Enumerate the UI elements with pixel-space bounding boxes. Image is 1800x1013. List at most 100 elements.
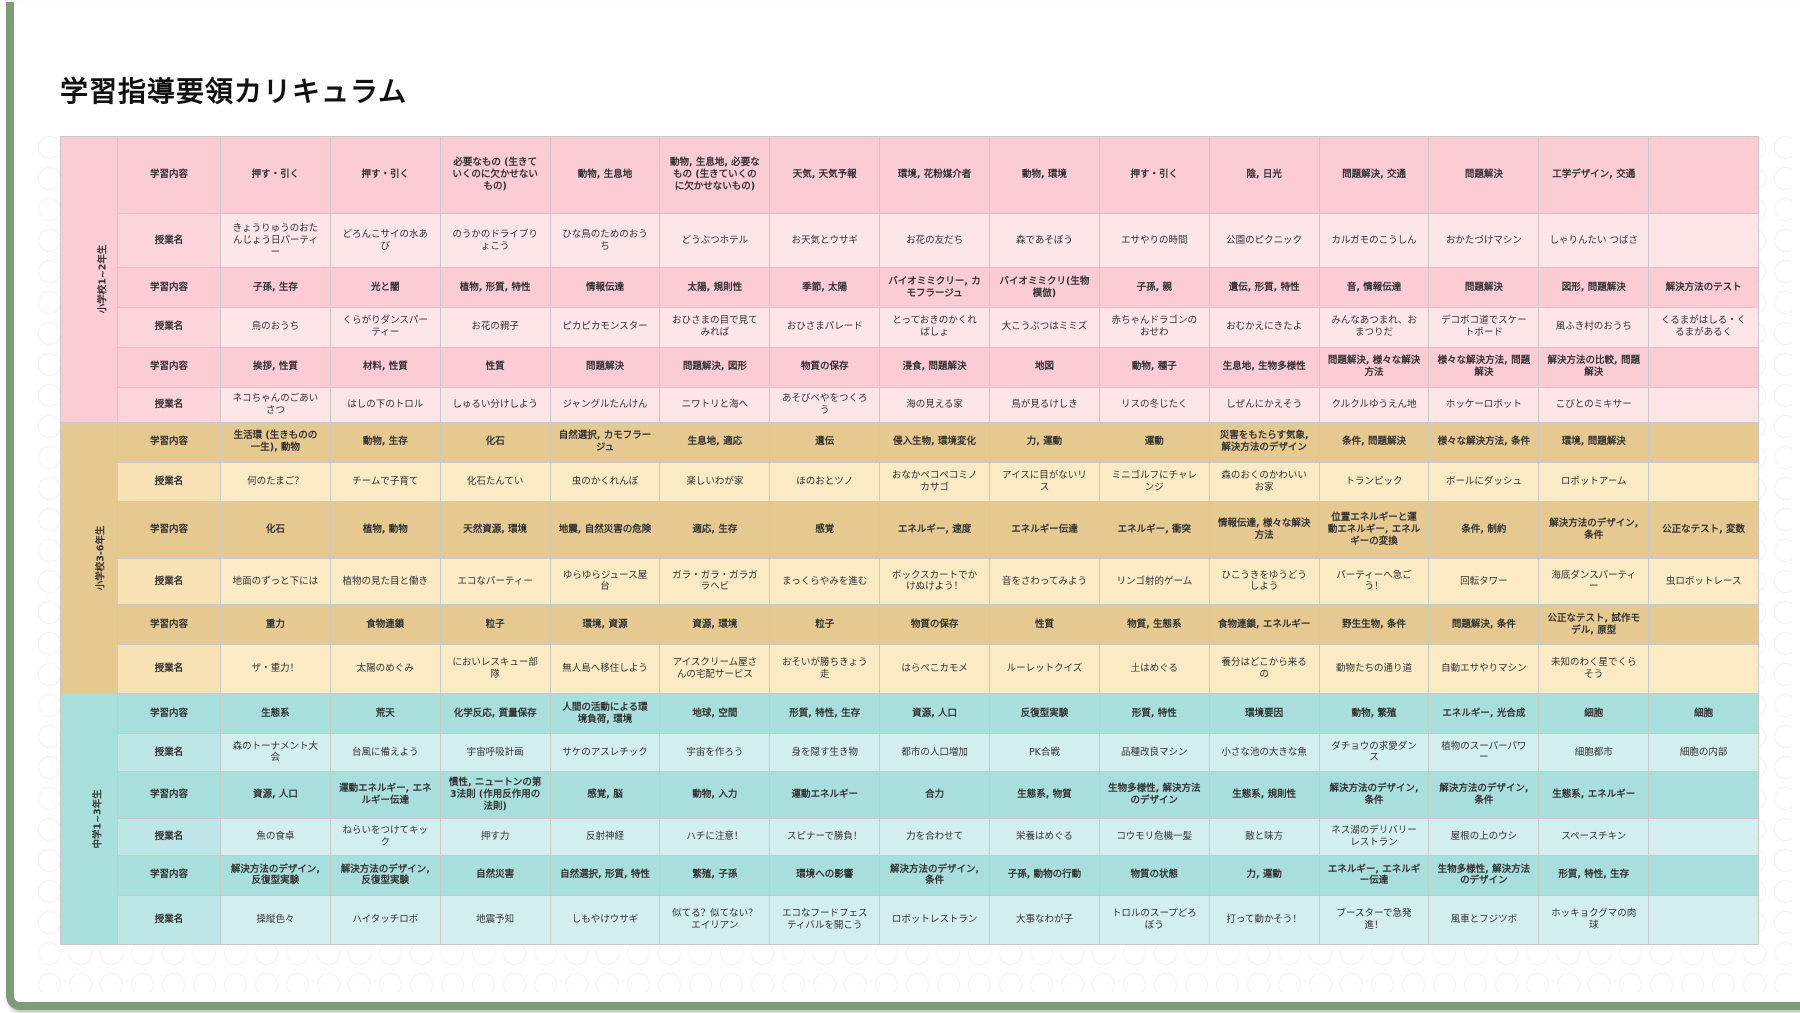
grade-section-2: 小学校3-6年生 学習内容 生活環 (生きものの一生), 動物 動物, 生存 化石 自然選… <box>60 421 1760 695</box>
content-cell: 子孫, 生存 <box>220 267 331 308</box>
lesson-cell: ジャングルたんけん <box>549 386 661 423</box>
content-cell: 解決方法のデザイン, 条件 <box>1318 770 1430 819</box>
lesson-cell: PK合戦 <box>989 733 1100 772</box>
lesson-cell: 都市の人口増加 <box>879 733 991 772</box>
lesson-cell: ミニゴルフにチャレンジ <box>1098 461 1210 503</box>
lesson-cell: 化石たんてい <box>439 461 551 503</box>
lesson-cell: エサやりの時間 <box>1098 213 1210 269</box>
lesson-cell: 品種改良マシン <box>1098 733 1210 772</box>
lesson-cell: トランピック <box>1318 461 1430 503</box>
lesson-cell: 大こうぶつはミミズ <box>989 306 1100 348</box>
content-cell: 問題解決, 条件 <box>1428 604 1540 646</box>
content-cell: 形質, 特性, 生存 <box>1538 854 1650 896</box>
lesson-cell: 小さな池の大きな魚 <box>1208 733 1320 772</box>
lesson-cell: トロルのスープどろぼう <box>1098 894 1210 946</box>
curriculum-table: 小学校1~2年生 学習内容 押す・引く 押す・引く 必要なもの (生きていくのに欠かせな… <box>60 135 1760 946</box>
lesson-cell: 森のおくのかわいいお家 <box>1208 461 1320 503</box>
content-cell: 天然資源, 環境 <box>439 501 551 559</box>
content-cell: 災害をもたらす気象, 解決方法のデザイン <box>1208 421 1320 463</box>
row-label: 授業名 <box>117 213 221 269</box>
content-cell: 地球, 空間 <box>659 693 771 735</box>
lesson-row: 授業名 操縦色々 ハイタッチロボ 地震予知 しもやけウサギ 似てる？似てない？エイリアンエ… <box>61 894 1760 946</box>
lesson-cell: エコなパーティー <box>439 557 551 606</box>
content-cell: 環境要因 <box>1208 693 1320 735</box>
lesson-cell: ハチに注意！ <box>659 817 771 856</box>
content-cell: 性質 <box>989 604 1100 646</box>
content-cell: 環境, 問題解決 <box>1538 421 1650 463</box>
row-label: 授業名 <box>117 644 221 695</box>
lesson-cell: 地震予知 <box>439 894 551 946</box>
row-label: 学習内容 <box>117 770 221 819</box>
content-cell: 必要なもの (生きていくのに欠かせないもの) <box>439 135 551 215</box>
content-cell: 生態系 <box>220 693 331 735</box>
lesson-cell: 森のトーナメント大会 <box>220 733 331 772</box>
content-cell: 食物連鎖 <box>329 604 441 646</box>
lesson-cell: 土はめぐる <box>1098 644 1210 695</box>
lesson-cell: 身を隠す生き物 <box>769 733 881 772</box>
row-label: 授業名 <box>117 386 221 423</box>
content-cell <box>1648 770 1760 819</box>
content-cell: 化石 <box>220 501 331 559</box>
content-cell: 問題解決 <box>1428 135 1540 215</box>
content-cell: 動物, 生息地 <box>549 135 661 215</box>
content-cell: 問題解決 <box>549 346 661 388</box>
content-cell: 環境, 資源 <box>549 604 661 646</box>
content-cell: 環境への影響 <box>769 854 881 896</box>
content-cell: 公正なテスト, 試作モデル, 原型 <box>1538 604 1650 646</box>
content-cell: 化石 <box>439 421 551 463</box>
lesson-cell: はしの下のトロル <box>329 386 441 423</box>
lesson-cell: しゃりんたい つばさ <box>1538 213 1650 269</box>
lesson-cell: おそいが勝ちきょう走 <box>769 644 881 695</box>
lesson-cell: 宇宙呼吸計画 <box>439 733 551 772</box>
content-cell: 粒子 <box>439 604 551 646</box>
lesson-cell: 台風に備えよう <box>329 733 441 772</box>
content-cell: エネルギー, 速度 <box>879 501 991 559</box>
content-cell: 侵入生物, 環境変化 <box>879 421 991 463</box>
lesson-cell: しぜんにかえそう <box>1208 386 1320 423</box>
grade-label: 中学1~3年生 <box>92 789 104 849</box>
lesson-cell: スペースチキン <box>1538 817 1650 856</box>
lesson-cell: とっておきのかくればしょ <box>879 306 991 348</box>
row-label: 学習内容 <box>117 501 221 559</box>
lesson-row: 授業名 ネコちゃんのごあいさつ はしの下のトロル しゅるい分けしよう ジャングルたんけん… <box>61 386 1760 423</box>
content-cell: 解決方法のデザイン, 反復型実験 <box>220 854 331 896</box>
lesson-cell: ザ・重力！ <box>220 644 331 695</box>
lesson-row: 授業名 ザ・重力！ 太陽のめぐみ においレスキュー部隊 無人島へ移住しよう アイスクリーム… <box>61 644 1760 695</box>
content-cell: 細胞 <box>1538 693 1650 735</box>
lesson-row: 授業名 きょうりゅうのおたんじょう日パーティー どろんこサイの水あび のうかのドライブ… <box>61 213 1760 269</box>
content-cell: 問題解決, 様々な解決方法 <box>1318 346 1430 388</box>
lesson-cell: 栄養はめぐる <box>989 817 1100 856</box>
grade-label: 小学校1~2年生 <box>97 245 109 314</box>
content-cell: 野生生物, 条件 <box>1318 604 1430 646</box>
lesson-cell: ダチョウの求愛ダンス <box>1318 733 1430 772</box>
content-cell: 様々な解決方法, 条件 <box>1428 421 1540 463</box>
lesson-cell: 無人島へ移住しよう <box>549 644 661 695</box>
content-cell: 生息地, 適応 <box>659 421 771 463</box>
content-cell: 押す・引く <box>220 135 331 215</box>
content-row: 学習内容 重力 食物連鎖 粒子 環境, 資源 資源, 環境 粒子 物質の保存 性質 物質, 生態系… <box>61 604 1760 646</box>
content-cell: 運動エネルギー, エネルギー伝達 <box>329 770 441 819</box>
lesson-cell: アイスクリーム屋さんの宅配サービス <box>659 644 771 695</box>
content-cell: 地図 <box>989 346 1100 388</box>
lesson-cell <box>1648 817 1760 856</box>
content-cell: 化学反応, 質量保存 <box>439 693 551 735</box>
lesson-cell: リンゴ射的ゲーム <box>1098 557 1210 606</box>
content-cell: 適応, 生存 <box>659 501 771 559</box>
lesson-cell: 楽しいわが家 <box>659 461 771 503</box>
content-cell: 動物, 生息地, 必要なもの (生きていくのに欠かせないもの) <box>659 135 771 215</box>
lesson-cell: 回転タワー <box>1428 557 1540 606</box>
content-cell: 荒天 <box>329 693 441 735</box>
lesson-cell: 養分はどこから来るの <box>1208 644 1320 695</box>
content-cell: 解決方法の比較, 問題解決 <box>1538 346 1650 388</box>
row-label: 授業名 <box>117 306 221 348</box>
lesson-cell: ネス湖のデリバリーレストラン <box>1318 817 1430 856</box>
lesson-cell: 森であそぼう <box>989 213 1100 269</box>
lesson-cell: おむかえにきたよ <box>1208 306 1320 348</box>
content-cell: 運動 <box>1098 421 1210 463</box>
content-cell: 解決方法のデザイン, 条件 <box>1428 770 1540 819</box>
lesson-cell: ねらいをつけてキック <box>329 817 441 856</box>
lesson-cell <box>1648 644 1760 695</box>
content-cell: 力, 運動 <box>1208 854 1320 896</box>
content-cell: 地震, 自然災害の危険 <box>549 501 661 559</box>
lesson-cell: コウモリ危機一髪 <box>1098 817 1210 856</box>
